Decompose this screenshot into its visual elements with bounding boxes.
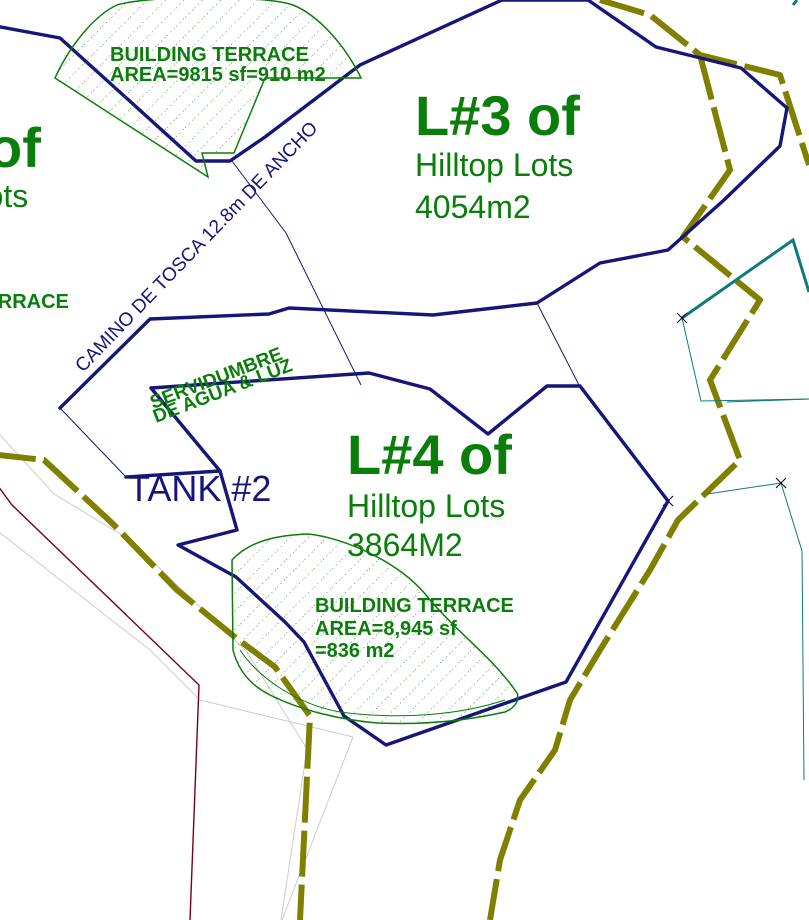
svg-text:Hilltop Lots: Hilltop Lots bbox=[0, 178, 28, 214]
svg-text:TANK #2: TANK #2 bbox=[128, 468, 271, 509]
svg-text:3864M2: 3864M2 bbox=[347, 527, 463, 563]
svg-text:AREA=9815 sf=910 m2: AREA=9815 sf=910 m2 bbox=[110, 64, 326, 86]
svg-text:L#4 of: L#4 of bbox=[347, 423, 512, 486]
svg-text:AREA=8,945 sf: AREA=8,945 sf bbox=[315, 618, 457, 640]
svg-text:BUILDING TERRACE: BUILDING TERRACE bbox=[110, 44, 309, 66]
svg-text:L#2 of: L#2 of bbox=[0, 116, 41, 179]
svg-text:=836 m2: =836 m2 bbox=[315, 640, 395, 662]
svg-text:4054m2: 4054m2 bbox=[415, 189, 531, 225]
svg-text:L#3 of: L#3 of bbox=[415, 84, 580, 147]
svg-text:BUILDING TERRACE: BUILDING TERRACE bbox=[0, 291, 69, 313]
svg-text:BUILDING TERRACE: BUILDING TERRACE bbox=[315, 595, 514, 617]
svg-text:Hilltop Lots: Hilltop Lots bbox=[347, 488, 505, 524]
svg-text:Hilltop Lots: Hilltop Lots bbox=[415, 147, 573, 183]
